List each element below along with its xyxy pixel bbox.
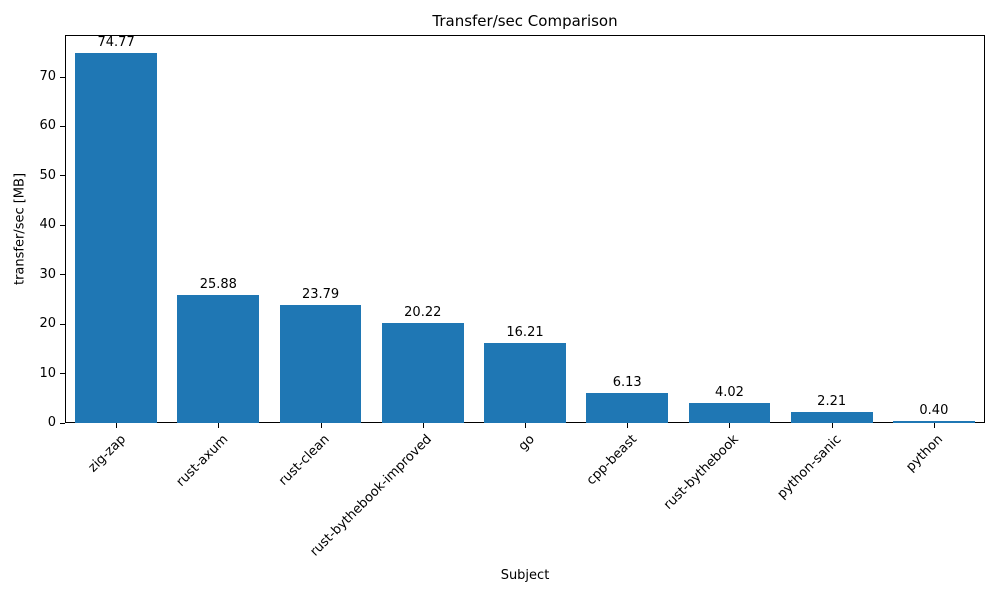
x-tick [627, 423, 629, 428]
y-tick [60, 323, 65, 325]
bar-value-label: 2.21 [817, 394, 847, 410]
y-tick [60, 224, 65, 226]
x-tick [525, 423, 526, 428]
y-tick [60, 125, 65, 127]
y-tick-label: 50 [39, 167, 56, 183]
x-tick-label: rust-bythebook-improved [307, 432, 436, 560]
x-tick [218, 423, 220, 428]
y-tick [60, 422, 65, 424]
bar-value-label: 16.21 [506, 324, 544, 340]
chart-title: Transfer/sec Comparison [432, 12, 618, 30]
x-axis-label: Subject [500, 568, 550, 583]
x-tick [831, 423, 833, 428]
bar-value-label: 25.88 [199, 277, 237, 293]
y-tick-label: 60 [39, 118, 56, 134]
y-tick-label: 70 [39, 69, 56, 84]
bar-value-label: 6.13 [612, 374, 642, 390]
y-tick-label: 40 [39, 217, 56, 233]
x-tick [422, 423, 424, 428]
x-tick-label: python [903, 432, 947, 475]
bar-value-label: 4.02 [714, 385, 744, 401]
x-tick-label: rust-axum [173, 432, 231, 490]
bar [688, 403, 771, 423]
bar-value-label: 23.79 [301, 287, 340, 303]
bar [484, 342, 566, 423]
x-tick-label: zig-zap [85, 432, 129, 476]
x-tick-label: cpp-beast [583, 432, 640, 489]
y-tick-label: 0 [47, 415, 56, 430]
bar [177, 295, 260, 423]
x-tick [116, 423, 118, 428]
y-tick [60, 175, 65, 177]
x-tick [933, 423, 935, 428]
bar-value-label: 20.22 [404, 305, 442, 321]
x-tick-label: python-sanic [774, 432, 845, 502]
x-tick-label: go [515, 432, 538, 455]
y-tick [60, 373, 65, 375]
x-tick [320, 423, 322, 428]
bar [381, 323, 464, 423]
bar-value-label: 74.77 [97, 35, 135, 51]
y-tick-label: 20 [39, 316, 56, 332]
x-tick-label: rust-clean [276, 432, 334, 489]
x-tick-label: rust-bythebook [661, 432, 743, 513]
x-tick [729, 423, 731, 428]
bar-value-label: 0.40 [919, 403, 949, 419]
y-tick [60, 274, 65, 276]
y-tick [60, 76, 65, 78]
bar [586, 392, 669, 423]
bar [279, 305, 362, 423]
bar [790, 412, 873, 423]
bar [75, 53, 157, 423]
bar [893, 421, 975, 423]
y-tick-label: 10 [39, 365, 56, 381]
y-tick-label: 30 [39, 266, 56, 282]
